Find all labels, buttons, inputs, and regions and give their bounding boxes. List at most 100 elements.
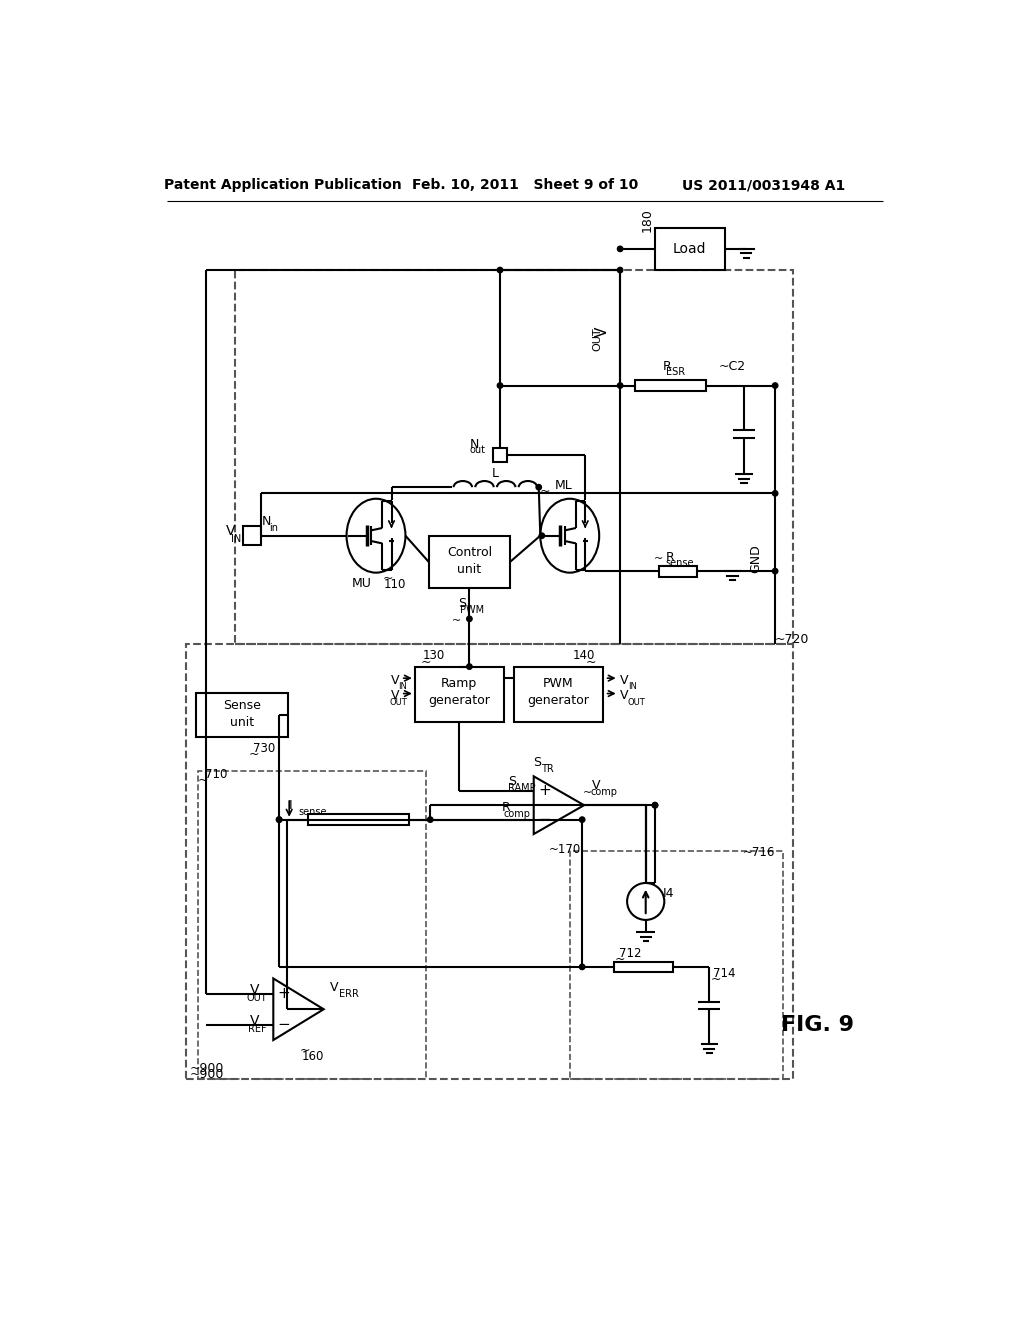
Circle shape <box>652 803 657 808</box>
Bar <box>415 667 504 722</box>
Circle shape <box>498 268 503 273</box>
Text: L: L <box>492 467 499 480</box>
Text: Load: Load <box>673 242 707 256</box>
Text: 712: 712 <box>618 946 641 960</box>
Text: OUT: OUT <box>247 993 267 1003</box>
Text: Patent Application Publication: Patent Application Publication <box>164 178 401 193</box>
Text: V: V <box>225 524 234 539</box>
Circle shape <box>617 383 623 388</box>
Text: ~: ~ <box>540 484 550 498</box>
Text: R: R <box>667 550 675 564</box>
Circle shape <box>627 883 665 920</box>
Text: −: − <box>539 812 551 828</box>
Text: V: V <box>391 675 399 686</box>
Text: V: V <box>595 326 610 337</box>
Text: N: N <box>261 515 270 528</box>
Circle shape <box>617 247 623 252</box>
Text: PWM: PWM <box>543 677 573 690</box>
Bar <box>569 851 783 1078</box>
Circle shape <box>467 664 472 669</box>
Bar <box>308 814 409 825</box>
Text: comp: comp <box>503 809 530 818</box>
Text: V: V <box>621 675 629 686</box>
Bar <box>197 693 288 738</box>
Ellipse shape <box>346 499 406 573</box>
Text: S: S <box>508 775 516 788</box>
Bar <box>429 536 510 589</box>
Text: 714: 714 <box>714 966 736 979</box>
Text: ~900: ~900 <box>190 1063 224 1074</box>
Text: V: V <box>621 689 629 702</box>
Text: ~: ~ <box>586 656 597 668</box>
Text: FIG. 9: FIG. 9 <box>781 1015 854 1035</box>
Bar <box>198 771 426 1078</box>
Text: ~720: ~720 <box>775 634 810 647</box>
Text: ML: ML <box>555 479 572 492</box>
Circle shape <box>617 268 623 273</box>
Text: +: + <box>539 783 551 799</box>
Text: MU: MU <box>352 577 372 590</box>
Circle shape <box>540 533 545 539</box>
Polygon shape <box>273 978 324 1040</box>
Text: R: R <box>663 360 671 372</box>
Text: V: V <box>250 1014 259 1028</box>
Text: +: + <box>278 986 291 1002</box>
Bar <box>243 527 261 545</box>
Text: generator: generator <box>527 694 590 708</box>
Circle shape <box>772 569 778 574</box>
Text: ~: ~ <box>299 1044 310 1057</box>
Text: ~: ~ <box>584 788 593 797</box>
Text: PWM: PWM <box>461 605 484 615</box>
Text: unit: unit <box>229 717 254 730</box>
Bar <box>613 961 673 973</box>
Text: ~: ~ <box>654 554 664 564</box>
Ellipse shape <box>541 499 599 573</box>
Text: −: − <box>278 1018 291 1032</box>
Circle shape <box>580 964 585 970</box>
Text: ~: ~ <box>382 573 393 585</box>
Text: IN: IN <box>230 533 241 544</box>
Text: ~C2: ~C2 <box>719 360 746 372</box>
Bar <box>635 380 706 391</box>
Text: ~170: ~170 <box>549 843 582 857</box>
Circle shape <box>498 383 503 388</box>
Text: V: V <box>250 983 259 997</box>
Bar <box>655 228 725 271</box>
Text: ESR: ESR <box>666 367 685 378</box>
Text: S: S <box>458 597 466 610</box>
Text: V: V <box>391 689 399 702</box>
Text: RAMP: RAMP <box>508 783 536 793</box>
Bar <box>493 447 507 462</box>
Text: Sense: Sense <box>223 700 261 713</box>
Text: I4: I4 <box>664 887 675 900</box>
Text: REF: REF <box>249 1023 267 1034</box>
Bar <box>186 644 793 1078</box>
Text: US 2011/0031948 A1: US 2011/0031948 A1 <box>682 178 845 193</box>
Circle shape <box>276 817 282 822</box>
Text: N: N <box>470 437 479 450</box>
Circle shape <box>772 383 778 388</box>
Text: GND: GND <box>750 544 762 573</box>
Text: ~: ~ <box>198 774 208 787</box>
Text: ~: ~ <box>249 748 259 760</box>
Text: 180: 180 <box>641 209 653 232</box>
Text: unit: unit <box>458 564 481 576</box>
Text: 110: 110 <box>384 578 407 591</box>
Circle shape <box>580 817 585 822</box>
Circle shape <box>276 817 282 822</box>
Text: IN: IN <box>628 682 637 692</box>
Text: TR: TR <box>542 764 554 774</box>
Circle shape <box>652 803 657 808</box>
Text: ~900: ~900 <box>190 1068 224 1081</box>
Circle shape <box>536 484 542 490</box>
Circle shape <box>772 491 778 496</box>
Text: Feb. 10, 2011   Sheet 9 of 10: Feb. 10, 2011 Sheet 9 of 10 <box>412 178 638 193</box>
Text: in: in <box>269 523 279 533</box>
Text: out: out <box>469 445 485 455</box>
Bar <box>659 566 697 577</box>
Text: 710: 710 <box>206 768 228 781</box>
Text: Control: Control <box>446 546 492 560</box>
Text: ~716: ~716 <box>742 846 775 859</box>
Text: IN: IN <box>398 682 407 692</box>
Text: generator: generator <box>428 694 490 708</box>
